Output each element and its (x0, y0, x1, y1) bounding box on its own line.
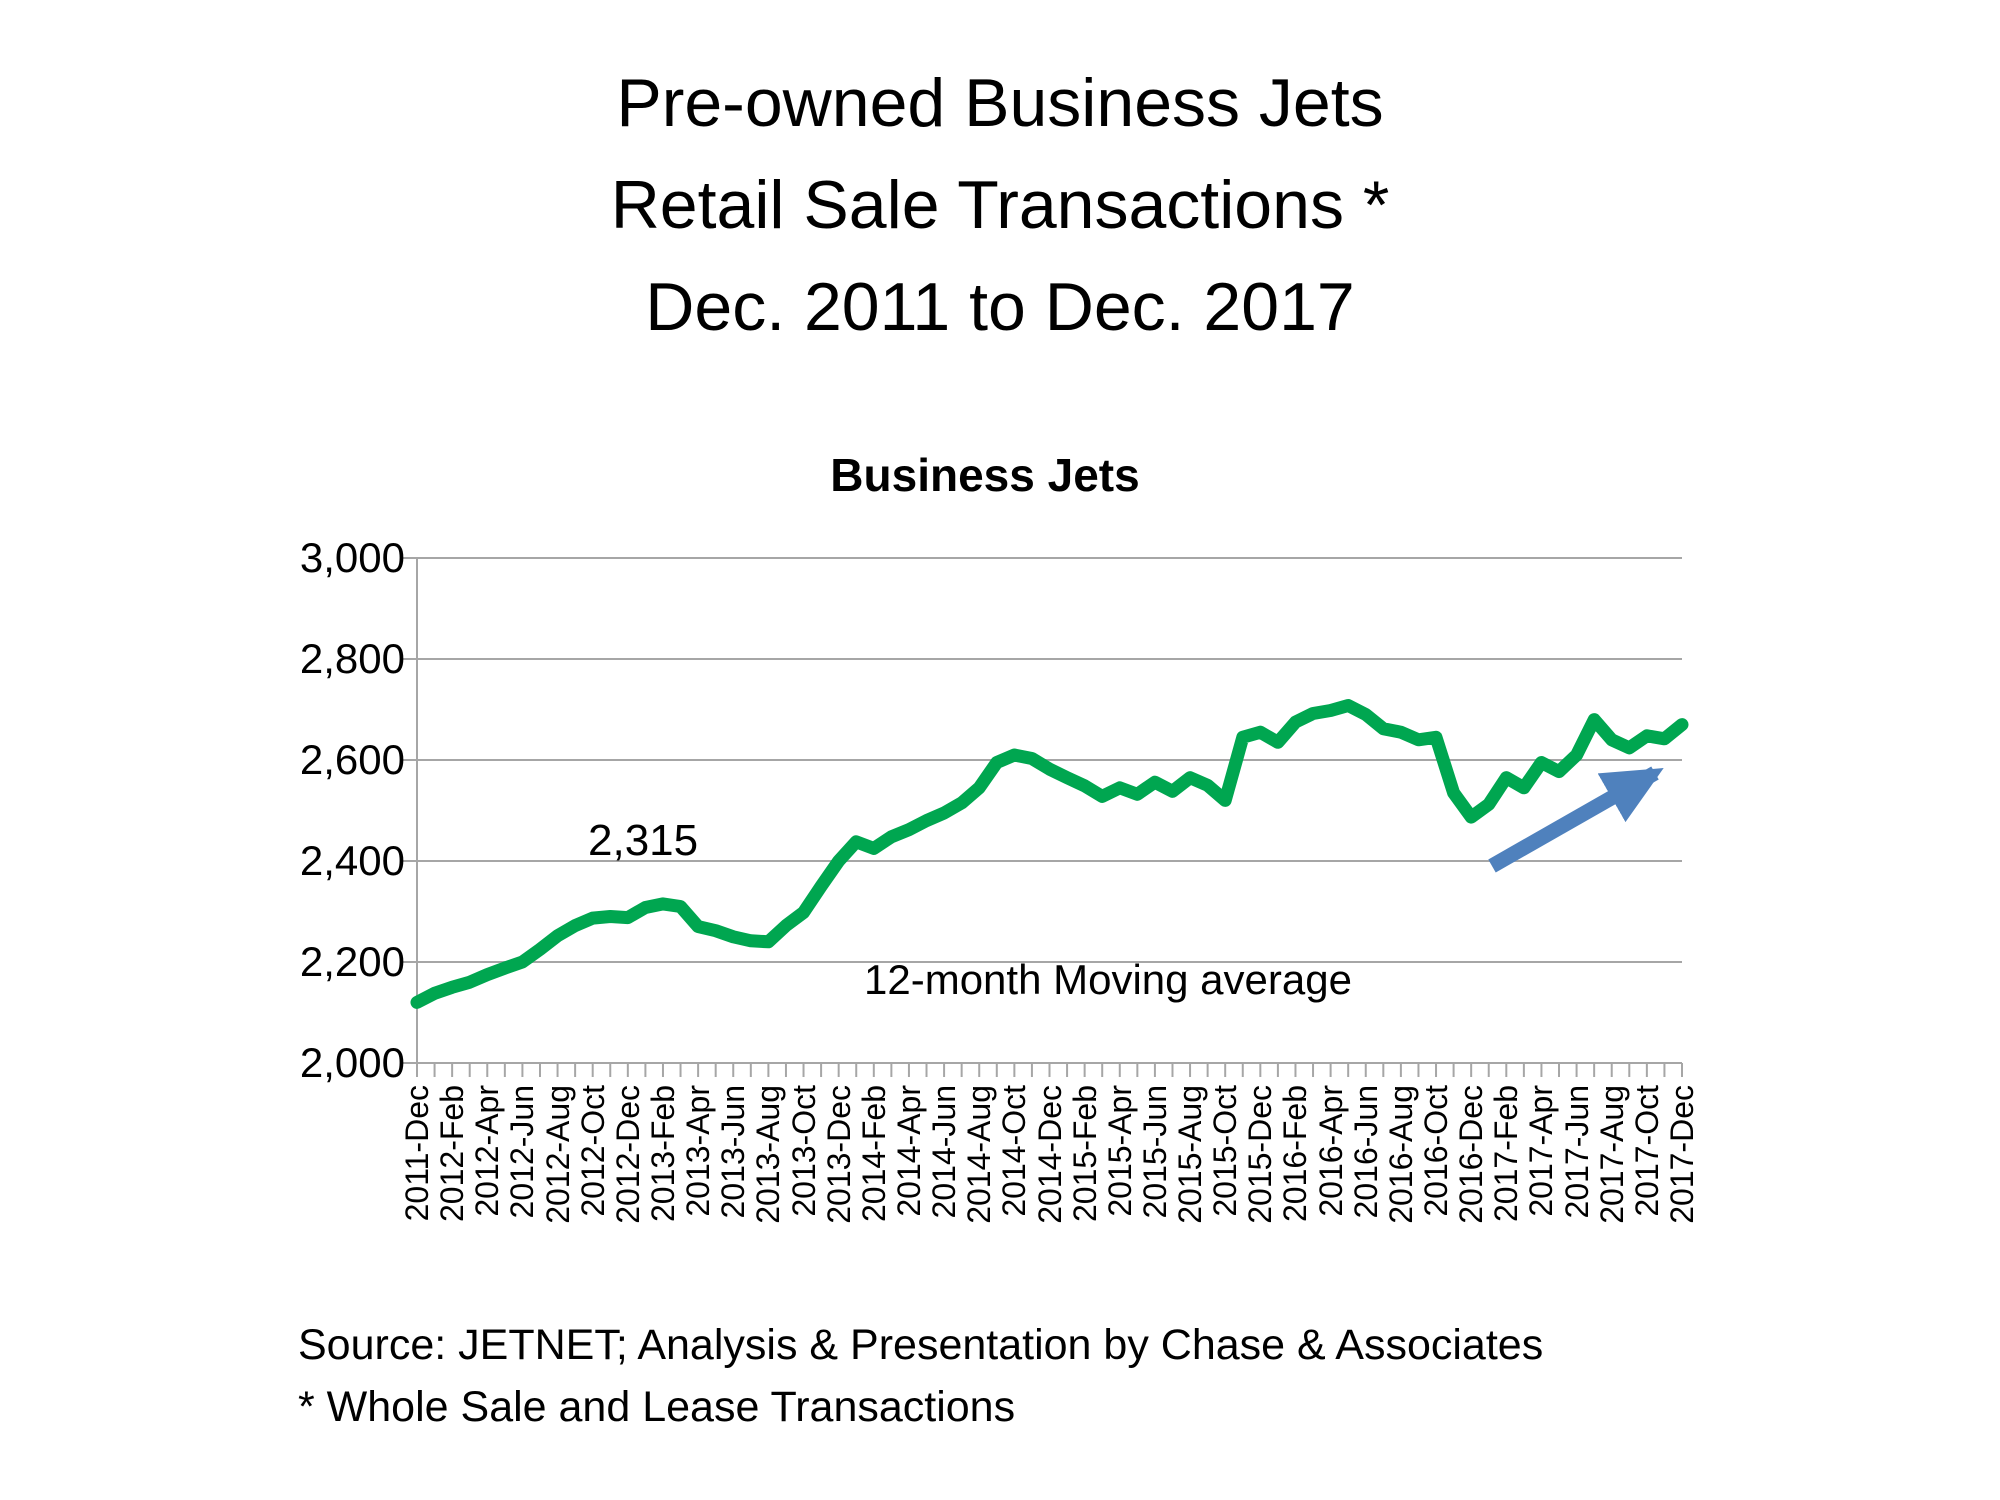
x-tick-label-2017-Feb: 2017-Feb (1488, 1085, 1525, 1222)
series-line-business-jets (410, 699, 1689, 1009)
x-tick-label-2014-Jun: 2014-Jun (926, 1085, 963, 1219)
source-note-line-1: Source: JETNET; Analysis & Presentation … (298, 1321, 1544, 1369)
x-tick-label-2017-Aug: 2017-Aug (1593, 1085, 1630, 1224)
x-tick-label-2016-Jun: 2016-Jun (1347, 1085, 1384, 1219)
series-name-label: 12-month Moving average (864, 956, 1352, 1003)
x-tick-label-2012-Dec: 2012-Dec (609, 1085, 646, 1224)
slide-title-line-1: Pre-owned Business Jets (616, 65, 1384, 141)
x-tick-label-2013-Jun: 2013-Jun (715, 1085, 752, 1219)
x-tick-label-2015-Jun: 2015-Jun (1136, 1085, 1173, 1219)
x-tick-label-2014-Dec: 2014-Dec (1031, 1085, 1068, 1224)
x-tick-label-2012-Oct: 2012-Oct (574, 1085, 611, 1217)
chart-title: Business Jets (830, 449, 1140, 501)
y-tick-label-2000: 2,000 (299, 1039, 405, 1086)
y-tick-label-2400: 2,400 (299, 837, 405, 884)
trend-arrow-icon (1488, 766, 1664, 873)
x-tick-label-2012-Jun: 2012-Jun (504, 1085, 541, 1219)
x-tick-label-2013-Apr: 2013-Apr (680, 1085, 717, 1217)
data-point-label: 2,315 (588, 816, 699, 865)
axes (403, 558, 1682, 1077)
y-tick-label-2200: 2,200 (299, 938, 405, 985)
x-tick-label-2017-Jun: 2017-Jun (1558, 1085, 1595, 1219)
x-tick-label-2015-Feb: 2015-Feb (1066, 1085, 1103, 1222)
x-tick-label-2013-Feb: 2013-Feb (644, 1085, 681, 1222)
x-tick-label-2017-Oct: 2017-Oct (1628, 1085, 1665, 1217)
x-tick-label-2014-Aug: 2014-Aug (961, 1085, 998, 1224)
x-tick-label-2015-Dec: 2015-Dec (1242, 1085, 1279, 1224)
x-tick-label-2016-Aug: 2016-Aug (1382, 1085, 1419, 1224)
x-tick-label-2013-Dec: 2013-Dec (820, 1085, 857, 1224)
x-tick-label-2017-Apr: 2017-Apr (1523, 1085, 1560, 1217)
source-note-line-2: * Whole Sale and Lease Transactions (298, 1383, 1016, 1431)
x-tick-label-2013-Oct: 2013-Oct (785, 1085, 822, 1217)
x-axis-ticks (416, 1063, 1683, 1077)
x-tick-label-2015-Aug: 2015-Aug (1172, 1085, 1209, 1224)
x-tick-label-2014-Oct: 2014-Oct (996, 1085, 1033, 1217)
x-tick-label-2011-Dec: 2011-Dec (399, 1085, 435, 1222)
x-tick-label-2014-Feb: 2014-Feb (855, 1085, 892, 1222)
x-tick-label-2016-Oct: 2016-Oct (1418, 1085, 1455, 1217)
y-tick-label-3000: 3,000 (299, 534, 405, 581)
y-tick-label-2600: 2,600 (299, 736, 405, 783)
slide-title: Pre-owned Business Jets Retail Sale Tran… (0, 52, 2000, 358)
x-tick-label-2016-Dec: 2016-Dec (1453, 1085, 1490, 1224)
x-tick-label-2016-Apr: 2016-Apr (1312, 1085, 1349, 1217)
slide-title-line-2: Retail Sale Transactions * (610, 167, 1390, 243)
x-tick-label-2012-Aug: 2012-Aug (539, 1085, 576, 1224)
x-tick-label-2016-Feb: 2016-Feb (1277, 1085, 1314, 1222)
source-note: Source: JETNET; Analysis & Presentation … (298, 1314, 1543, 1438)
x-tick-label-2014-Apr: 2014-Apr (890, 1085, 927, 1217)
x-tick-label-2012-Feb: 2012-Feb (434, 1085, 471, 1222)
x-tick-label-2013-Aug: 2013-Aug (750, 1085, 787, 1224)
x-tick-label-2012-Apr: 2012-Apr (469, 1085, 506, 1217)
x-tick-label-2015-Oct: 2015-Oct (1207, 1085, 1244, 1217)
x-tick-label-2017-Dec: 2017-Dec (1664, 1085, 1700, 1224)
y-tick-label-2800: 2,800 (299, 635, 405, 682)
slide-title-line-3: Dec. 2011 to Dec. 2017 (645, 269, 1355, 345)
x-tick-label-2015-Apr: 2015-Apr (1101, 1085, 1138, 1217)
